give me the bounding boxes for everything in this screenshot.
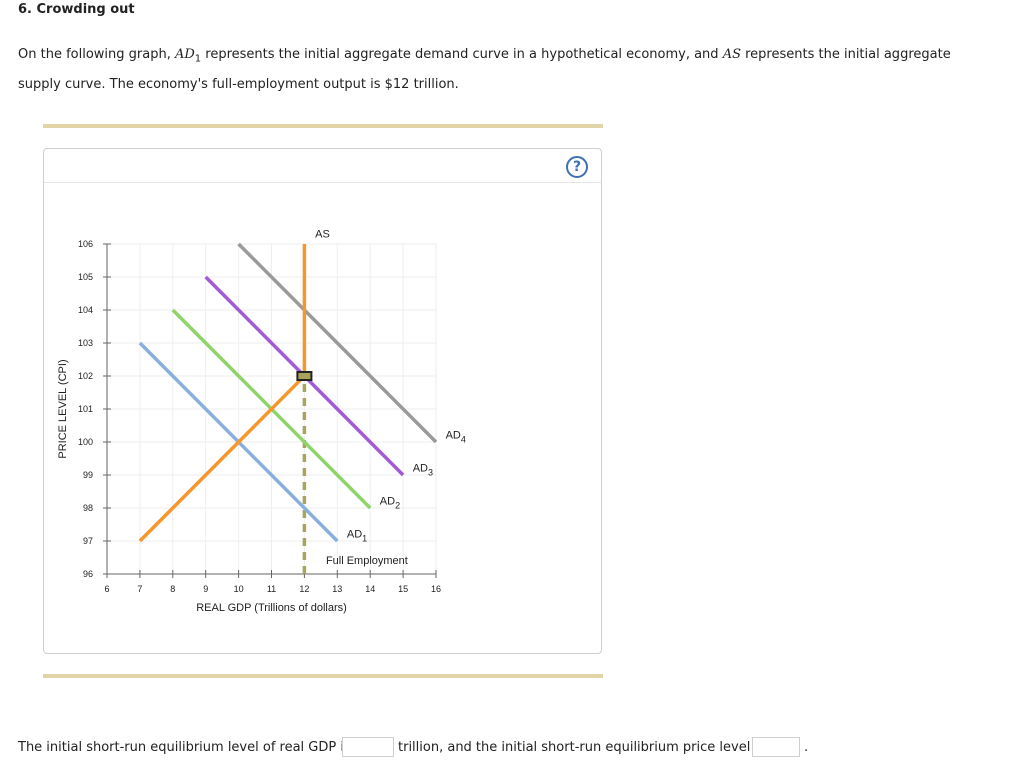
y-tick-label: 97	[83, 536, 93, 546]
intro-part-2: represents the initial aggregate demand …	[201, 47, 723, 62]
graph-panel: ?	[43, 148, 602, 654]
question-heading: 6. Crowding out	[18, 2, 135, 17]
panel-header-line	[44, 182, 601, 183]
y-tick-label: 106	[78, 239, 93, 249]
ad1-subscript: 1	[194, 53, 202, 65]
intro-part-1: On the following graph,	[18, 47, 175, 62]
x-tick-label: 6	[104, 584, 109, 594]
y-tick-label: 99	[83, 470, 93, 480]
question-end: .	[804, 740, 809, 755]
ad1-label: AD1	[347, 529, 367, 544]
y-tick-label: 104	[78, 305, 93, 315]
y-tick-label: 105	[78, 272, 93, 282]
y-tick-label: 100	[78, 437, 93, 447]
top-divider	[43, 124, 603, 128]
as-curve[interactable]	[138, 244, 307, 543]
equilibrium-marker-handle[interactable]	[296, 371, 313, 381]
x-tick-label: 10	[234, 584, 244, 594]
question-part-1: The initial short-run equilibrium level …	[18, 740, 351, 755]
as-symbol: AS	[722, 47, 741, 62]
x-tick-label: 12	[299, 584, 309, 594]
x-tick-label: 8	[170, 584, 175, 594]
y-axis-title: PRICE LEVEL (CPI)	[57, 359, 69, 458]
bottom-divider	[43, 674, 603, 678]
intro-text: On the following graph, AD1 represents t…	[18, 42, 978, 97]
y-tick-label: 98	[83, 503, 93, 513]
x-tick-label: 15	[398, 584, 408, 594]
ad4-curve[interactable]	[237, 242, 438, 444]
x-tick-label: 7	[137, 584, 142, 594]
x-tick-label: 16	[431, 584, 441, 594]
full-employment-label: Full Employment	[326, 555, 408, 567]
y-tick-label: 96	[83, 569, 93, 579]
help-icon[interactable]: ?	[566, 156, 588, 178]
intro-part-3: represents the initial aggregate supply …	[18, 47, 951, 92]
x-tick-label: 11	[267, 584, 276, 594]
x-tick-label: 9	[203, 584, 208, 594]
ad4-label: AD4	[446, 430, 466, 445]
x-tick-label: 14	[365, 584, 375, 594]
x-axis-title: REAL GDP (Trillions of dollars)	[196, 602, 347, 614]
x-tick-label: 13	[332, 584, 342, 594]
ad3-label: AD3	[413, 463, 433, 478]
price-answer-input[interactable]	[752, 737, 800, 757]
y-tick-label: 101	[78, 404, 93, 414]
y-tick-label: 102	[78, 371, 93, 381]
ad2-label: AD2	[380, 496, 400, 511]
y-tick-label: 103	[78, 338, 93, 348]
gdp-answer-input[interactable]	[342, 737, 394, 757]
ad1-symbol: AD	[174, 47, 195, 62]
question-part-2: trillion, and the initial short-run equi…	[398, 740, 765, 755]
as-label: AS	[315, 228, 330, 240]
